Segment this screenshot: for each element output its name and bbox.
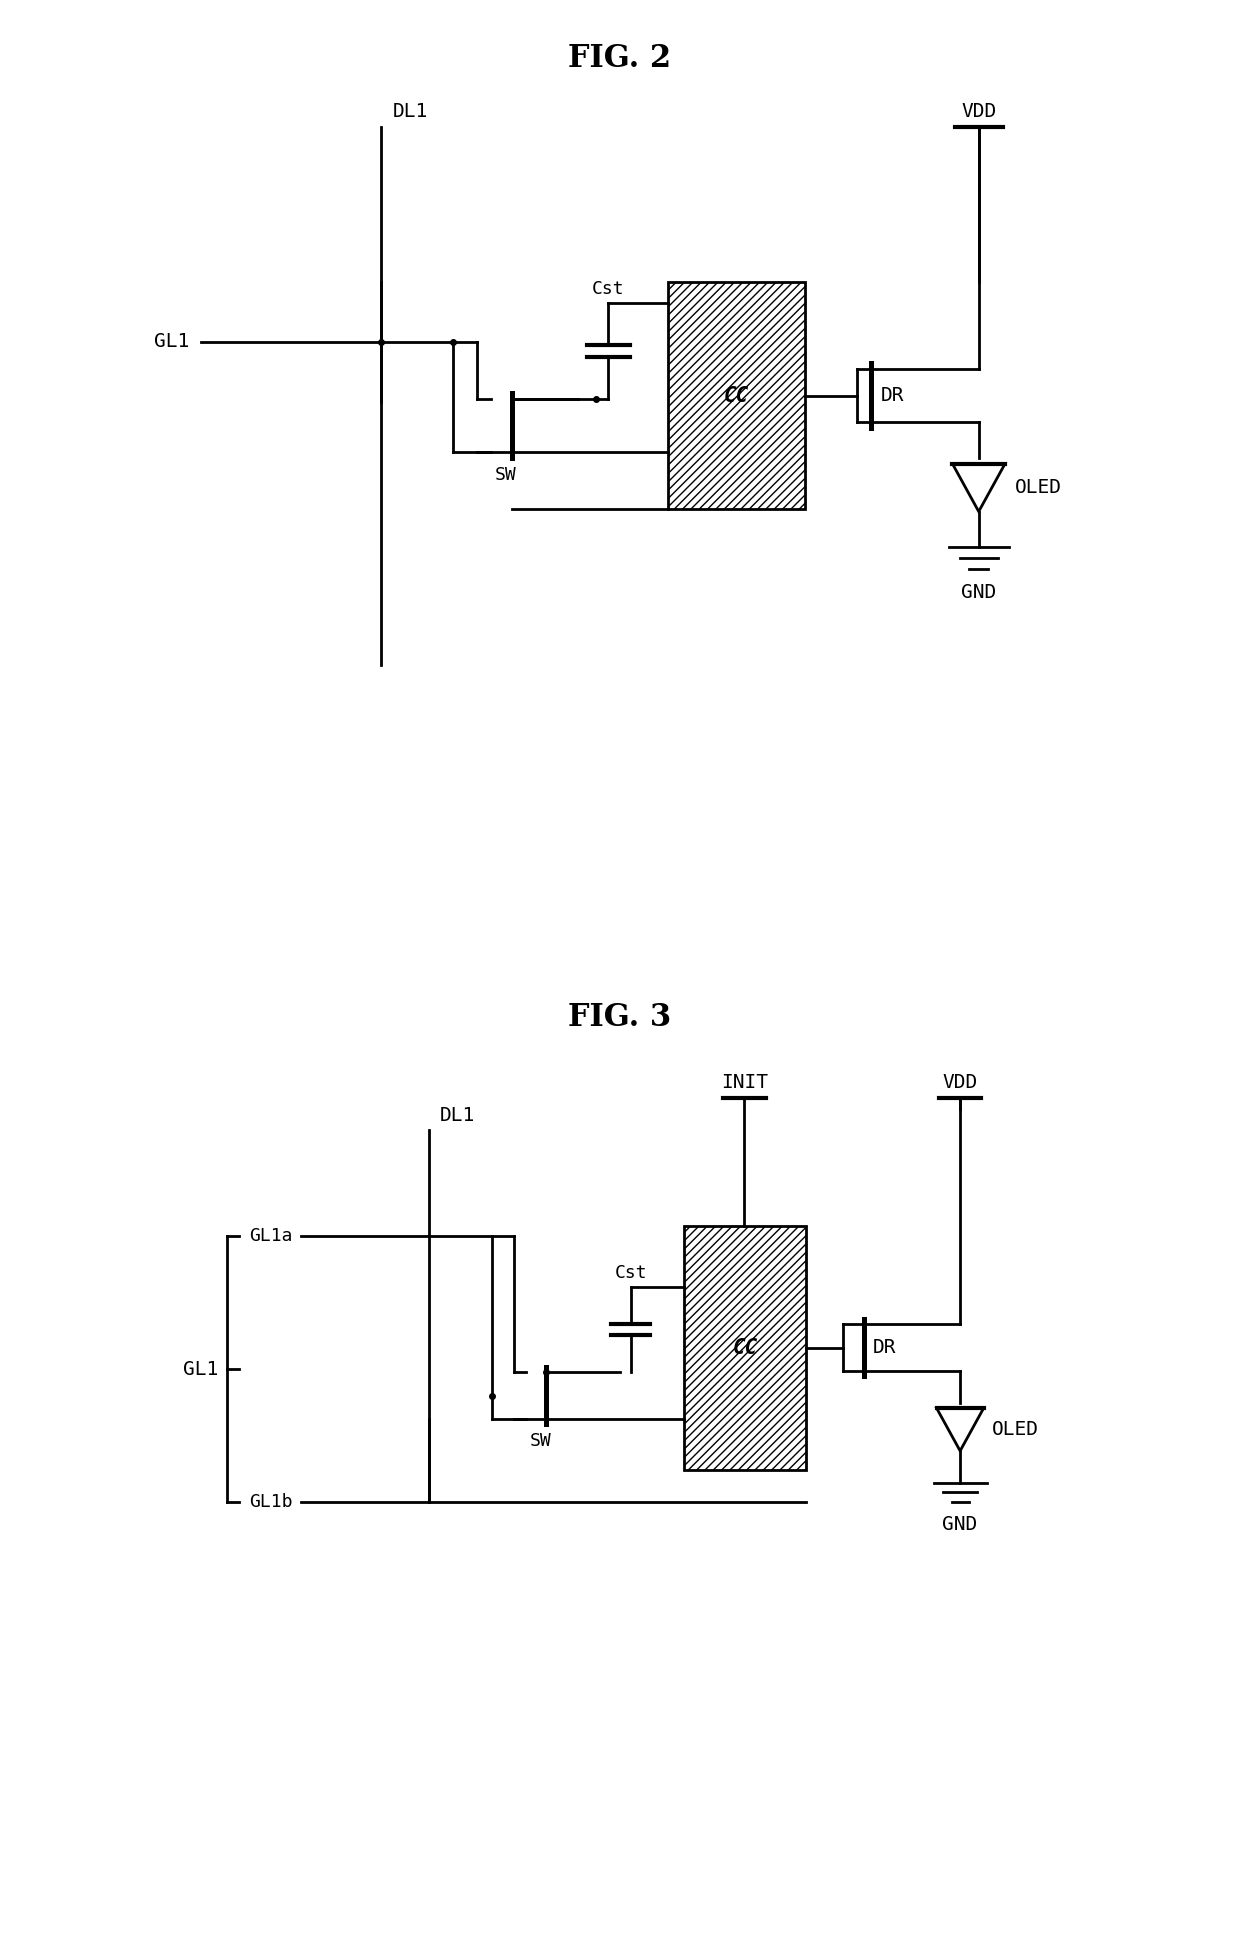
- Text: VDD: VDD: [961, 103, 997, 120]
- Text: GL1b: GL1b: [249, 1493, 293, 1510]
- Text: CC: CC: [733, 1338, 758, 1358]
- Text: DL1: DL1: [439, 1106, 475, 1124]
- Text: DR: DR: [873, 1338, 897, 1358]
- Text: OLED: OLED: [1014, 478, 1061, 497]
- Bar: [683, 1226, 806, 1470]
- Text: DL1: DL1: [393, 103, 428, 120]
- Text: GL1: GL1: [184, 1360, 218, 1379]
- Text: FIG. 2: FIG. 2: [568, 43, 672, 73]
- Text: INIT: INIT: [720, 1073, 768, 1091]
- Bar: [668, 282, 805, 509]
- Text: GND: GND: [942, 1514, 978, 1534]
- Text: GL1: GL1: [154, 333, 190, 352]
- Text: CC: CC: [724, 385, 749, 406]
- Text: SW: SW: [495, 466, 516, 484]
- Text: GND: GND: [961, 584, 997, 601]
- Text: SW: SW: [529, 1431, 552, 1450]
- Text: DR: DR: [880, 387, 904, 404]
- Text: FIG. 3: FIG. 3: [568, 1002, 672, 1033]
- Text: OLED: OLED: [992, 1420, 1039, 1439]
- Text: Cst: Cst: [591, 280, 625, 298]
- Text: Cst: Cst: [614, 1265, 647, 1282]
- Text: VDD: VDD: [942, 1073, 978, 1091]
- Text: GL1a: GL1a: [249, 1228, 293, 1245]
